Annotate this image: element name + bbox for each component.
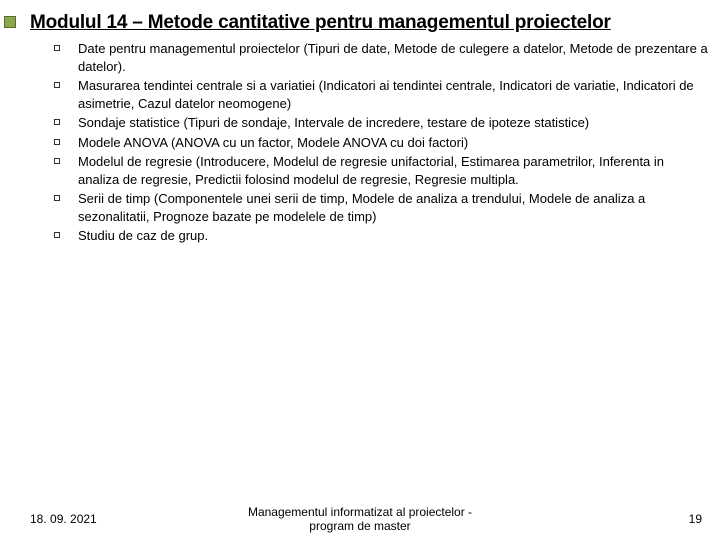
square-bullet-icon bbox=[54, 195, 60, 201]
square-bullet-icon bbox=[54, 82, 60, 88]
footer-center-line2: program de master bbox=[248, 519, 472, 533]
square-bullet-icon bbox=[54, 119, 60, 125]
slide: Modulul 14 – Metode cantitative pentru m… bbox=[0, 0, 720, 540]
list-item: Studiu de caz de grup. bbox=[54, 227, 708, 245]
footer-center: Managementul informatizat al proiectelor… bbox=[248, 505, 472, 534]
square-bullet-icon bbox=[54, 232, 60, 238]
square-bullet-icon bbox=[54, 139, 60, 145]
bullet-text: Modele ANOVA (ANOVA cu un factor, Modele… bbox=[78, 134, 468, 152]
bullet-text: Date pentru managementul proiectelor (Ti… bbox=[78, 40, 708, 75]
title-bullet-icon bbox=[4, 16, 16, 28]
list-item: Masurarea tendintei centrale si a variat… bbox=[54, 77, 708, 112]
footer-center-line1: Managementul informatizat al proiectelor… bbox=[248, 505, 472, 519]
square-bullet-icon bbox=[54, 158, 60, 164]
footer-date: 18. 09. 2021 bbox=[30, 512, 97, 526]
title-row: Modulul 14 – Metode cantitative pentru m… bbox=[30, 12, 710, 34]
bullet-text: Serii de timp (Componentele unei serii d… bbox=[78, 190, 708, 225]
slide-title: Modulul 14 – Metode cantitative pentru m… bbox=[30, 12, 611, 34]
bullet-text: Modelul de regresie (Introducere, Modelu… bbox=[78, 153, 708, 188]
footer: 18. 09. 2021 Managementul informatizat a… bbox=[0, 512, 720, 526]
list-item: Sondaje statistice (Tipuri de sondaje, I… bbox=[54, 114, 708, 132]
list-item: Modelul de regresie (Introducere, Modelu… bbox=[54, 153, 708, 188]
bullet-text: Sondaje statistice (Tipuri de sondaje, I… bbox=[78, 114, 589, 132]
list-item: Serii de timp (Componentele unei serii d… bbox=[54, 190, 708, 225]
list-item: Modele ANOVA (ANOVA cu un factor, Modele… bbox=[54, 134, 708, 152]
square-bullet-icon bbox=[54, 45, 60, 51]
list-item: Date pentru managementul proiectelor (Ti… bbox=[54, 40, 708, 75]
bullet-text: Masurarea tendintei centrale si a variat… bbox=[78, 77, 708, 112]
footer-page-number: 19 bbox=[689, 512, 702, 526]
bullet-text: Studiu de caz de grup. bbox=[78, 227, 208, 245]
bullet-list: Date pentru managementul proiectelor (Ti… bbox=[30, 40, 710, 245]
